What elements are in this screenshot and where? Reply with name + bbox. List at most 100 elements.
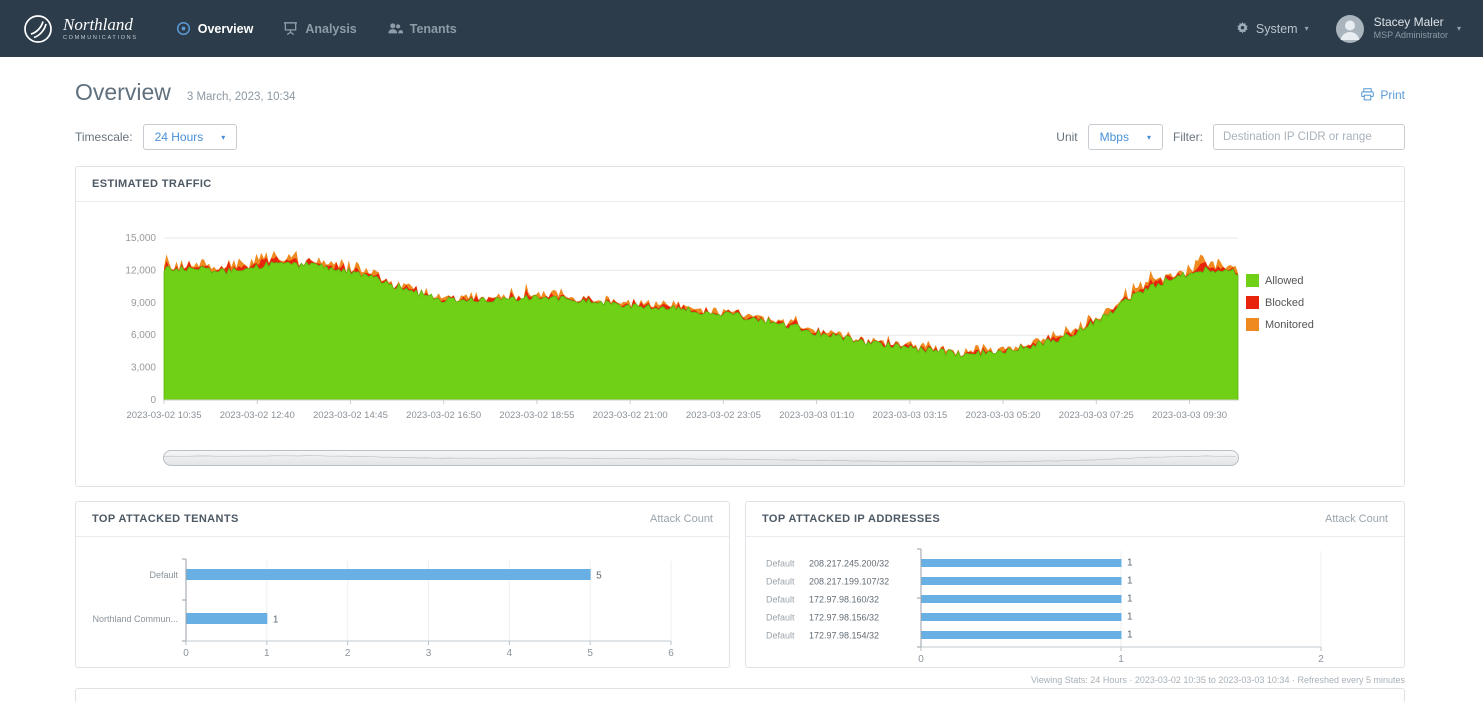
brand-name: Northland: [63, 14, 133, 34]
legend-label: Blocked: [1265, 296, 1305, 309]
main-nav: Overview Analysis Tenants: [176, 21, 457, 36]
tenant-label: Default: [766, 577, 795, 587]
navigator-line: [164, 455, 1236, 463]
x-tick-label: 2023-03-03 05:20: [966, 410, 1041, 421]
analysis-icon: [284, 22, 298, 36]
x-tick-label: 2023-03-03 01:10: [779, 410, 854, 421]
y-tick-label: 9,000: [131, 298, 156, 309]
chevron-down-icon: ▾: [221, 132, 226, 142]
x-tick-label: 0: [918, 654, 924, 665]
y-tick-label: 12,000: [125, 265, 156, 276]
nav-item-tenants[interactable]: Tenants: [387, 21, 457, 36]
x-tick-label: 2023-03-02 12:40: [220, 410, 295, 421]
x-tick-label: 2023-03-03 03:15: [872, 410, 947, 421]
bar[interactable]: [186, 613, 268, 624]
brand-logo[interactable]: Northland COMMUNICATIONS: [22, 13, 138, 45]
chevron-down-icon: ▾: [1146, 132, 1151, 142]
legend-swatch: [1246, 274, 1259, 287]
system-menu[interactable]: System ▾: [1236, 22, 1309, 36]
tenants-card-title: TOP ATTACKED TENANTS: [92, 513, 239, 525]
timescale-select[interactable]: 24 Hours ▾: [142, 124, 238, 150]
page-content: Overview 3 March, 2023, 10:34 Print Time…: [0, 57, 1483, 702]
bar-value-label: 1: [1127, 594, 1133, 605]
legend-item-monitored[interactable]: Monitored: [1246, 318, 1396, 331]
nav-right: System ▾ Stacey Maler MSP Administrator …: [1236, 14, 1461, 44]
tenants-chart[interactable]: 0 1 2 3 4 5 6 Default 5 Northland Commun... 1: [92, 545, 715, 667]
legend-swatch: [1246, 296, 1259, 309]
bar-value-label: 1: [1127, 612, 1133, 623]
page-title: Overview: [75, 79, 171, 105]
top-attacked-tenants-card: TOP ATTACKED TENANTS Attack Count 0 1 2 3 4 5…: [75, 501, 730, 668]
top-nav: Northland COMMUNICATIONS Overview Analys…: [0, 0, 1483, 57]
category-label: Northland Commun...: [92, 614, 178, 624]
unit-value: Mbps: [1099, 130, 1129, 144]
nav-item-label: Tenants: [409, 21, 457, 36]
legend-label: Allowed: [1265, 274, 1304, 287]
top-attacked-ips-card: TOP ATTACKED IP ADDRESSES Attack Count 0…: [745, 501, 1405, 668]
bar[interactable]: [921, 613, 1122, 621]
timescale-label: Timescale:: [75, 130, 133, 144]
tenants-card-header: TOP ATTACKED TENANTS Attack Count: [76, 502, 729, 537]
filter-input[interactable]: [1213, 124, 1405, 150]
controls-bar: Timescale: 24 Hours ▾ Unit Mbps ▾ Filter…: [75, 124, 1405, 150]
nav-item-analysis[interactable]: Analysis: [283, 21, 357, 36]
bar[interactable]: [921, 631, 1122, 639]
user-name: Stacey Maler: [1373, 14, 1444, 29]
legend-item-allowed[interactable]: Allowed: [1246, 274, 1396, 287]
x-tick-label: 2023-03-02 18:55: [499, 410, 574, 421]
print-button[interactable]: Print: [1361, 83, 1405, 106]
x-tick-label: 5: [587, 648, 593, 659]
x-tick-label: 2: [1318, 654, 1324, 665]
y-tick-label: 15,000: [125, 233, 156, 244]
page-header: Overview 3 March, 2023, 10:34 Print: [75, 67, 1405, 106]
nav-item-overview[interactable]: Overview: [176, 21, 254, 36]
bar-value-label: 1: [1127, 558, 1133, 569]
ips-card-header: TOP ATTACKED IP ADDRESSES Attack Count: [746, 502, 1404, 537]
x-tick-label: 2023-03-02 21:00: [593, 410, 668, 421]
overview-icon: [176, 21, 190, 36]
print-icon: [1361, 88, 1375, 101]
user-role: MSP Administrator: [1373, 30, 1448, 41]
nav-item-label: Overview: [197, 21, 254, 36]
tenant-label: Default: [766, 559, 795, 569]
unit-select[interactable]: Mbps ▾: [1087, 124, 1163, 150]
x-tick-label: 3: [426, 648, 432, 659]
x-tick-label: 0: [183, 648, 189, 659]
filter-label: Filter:: [1173, 130, 1203, 144]
bar[interactable]: [921, 595, 1122, 603]
legend-swatch: [1246, 318, 1259, 331]
x-tick-label: 2023-03-02 14:45: [313, 410, 388, 421]
nav-item-label: Analysis: [305, 21, 357, 36]
ip-label: 172.97.98.154/32: [809, 631, 879, 641]
traffic-chart[interactable]: 0 3,000 6,000 9,000 12,000 15,000 2023-03-02 1…: [76, 228, 1246, 436]
unit-label: Unit: [1056, 130, 1078, 144]
user-menu[interactable]: Stacey Maler MSP Administrator ▾: [1335, 14, 1461, 44]
ips-chart[interactable]: 0 1 2 Default 208.217.245.200/32 1 Default 208.…: [762, 545, 1390, 667]
chevron-down-icon: ▾: [1456, 24, 1461, 33]
x-tick-label: 2023-03-03 09:30: [1152, 410, 1227, 421]
estimated-traffic-title: ESTIMATED TRAFFIC: [92, 178, 212, 190]
ips-card-title: TOP ATTACKED IP ADDRESSES: [762, 513, 941, 525]
ip-label: 208.217.245.200/32: [809, 559, 889, 569]
navigator-sparkline: [164, 455, 1236, 463]
bar-value-label: 1: [1127, 630, 1133, 641]
attack-count-label: Attack Count: [1325, 513, 1388, 525]
x-tick-label: 2023-03-02 10:35: [126, 410, 201, 421]
tenants-icon: [388, 23, 403, 34]
tenant-label: Default: [766, 595, 795, 605]
print-label: Print: [1380, 87, 1405, 102]
category-label: Default: [149, 570, 178, 580]
bar[interactable]: [186, 569, 591, 580]
legend-item-blocked[interactable]: Blocked: [1246, 296, 1396, 309]
bar[interactable]: [921, 577, 1122, 585]
chart-navigator[interactable]: [163, 450, 1239, 466]
ip-label: 172.97.98.160/32: [809, 595, 879, 605]
bar-value-label: 1: [1127, 576, 1133, 587]
x-tick-label: 6: [668, 648, 674, 659]
bar[interactable]: [921, 559, 1122, 567]
x-tick-label: 2023-03-02 23:05: [686, 410, 761, 421]
allowed-area: [163, 261, 1239, 401]
bar-value-label: 1: [273, 615, 279, 626]
tenant-label: Default: [766, 631, 795, 641]
x-tick-label: 2023-03-03 07:25: [1059, 410, 1134, 421]
